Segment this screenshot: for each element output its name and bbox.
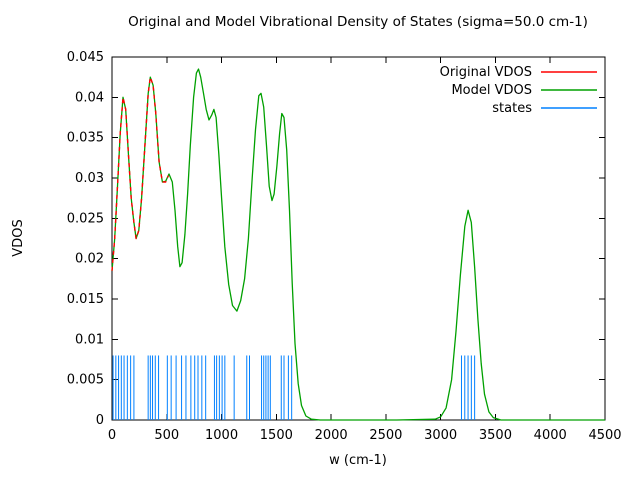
y-tick-label: 0.01 bbox=[75, 332, 104, 347]
x-tick-label: 1500 bbox=[260, 428, 293, 443]
x-tick-label: 1000 bbox=[205, 428, 238, 443]
x-tick-label: 500 bbox=[154, 428, 179, 443]
chart-title: Original and Model Vibrational Density o… bbox=[128, 14, 588, 30]
x-tick-label: 2000 bbox=[315, 428, 348, 443]
legend-label-states: states bbox=[492, 101, 532, 116]
x-tick-label: 3000 bbox=[424, 428, 457, 443]
legend-label-original-vdos: Original VDOS bbox=[440, 65, 532, 80]
x-tick-label: 0 bbox=[108, 428, 116, 443]
y-tick-label: 0.015 bbox=[67, 292, 104, 307]
y-axis-label: VDOS bbox=[11, 219, 26, 256]
legend-label-model-vdos: Model VDOS bbox=[451, 83, 532, 98]
y-tick-label: 0.03 bbox=[75, 171, 104, 186]
plot-area: 0 500 1000 1500 2000 2500 3000 3500 4000 4500 0 0.0… bbox=[67, 50, 622, 443]
y-tick-label: 0 bbox=[96, 413, 104, 428]
y-tick-label: 0.045 bbox=[67, 50, 104, 65]
x-tick-label: 3500 bbox=[479, 428, 512, 443]
y-tick-label: 0.04 bbox=[75, 90, 104, 105]
x-tick-label: 4500 bbox=[588, 428, 621, 443]
series-original-vdos bbox=[111, 76, 170, 271]
y-tick-label: 0.02 bbox=[75, 252, 104, 267]
y-tick-label: 0.035 bbox=[67, 131, 104, 146]
series-model-vdos bbox=[111, 68, 605, 421]
y-tick-label: 0.005 bbox=[67, 373, 104, 388]
x-tick-label: 4000 bbox=[534, 428, 567, 443]
x-axis-label: w (cm-1) bbox=[329, 453, 387, 468]
y-tick-label: 0.025 bbox=[67, 211, 104, 226]
x-tick-label: 2500 bbox=[369, 428, 402, 443]
